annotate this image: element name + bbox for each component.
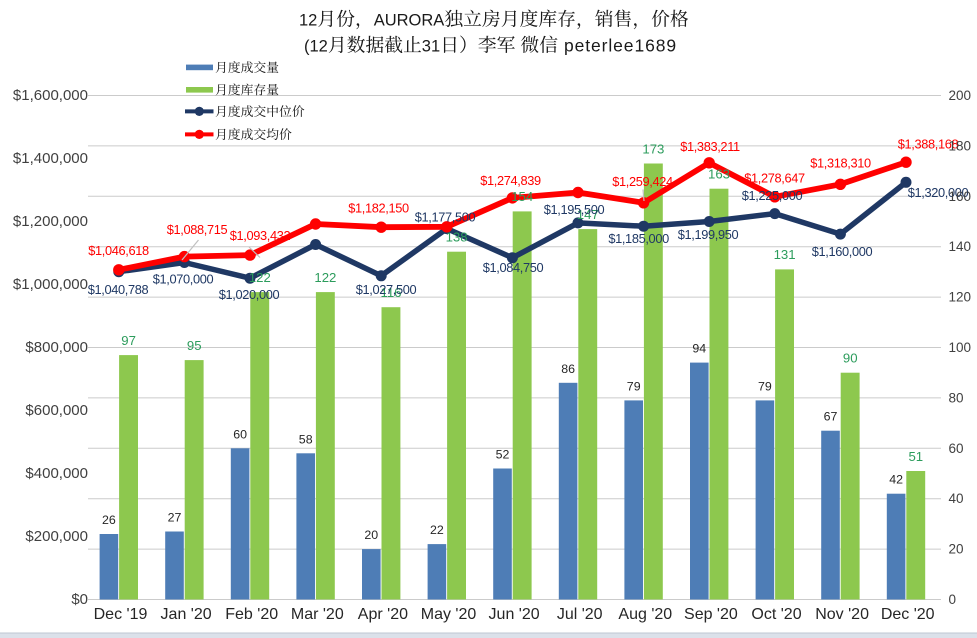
- svg-text:$1,000,000: $1,000,000: [13, 276, 88, 293]
- svg-text:$1,046,618: $1,046,618: [88, 243, 149, 258]
- svg-text:12: 12: [299, 12, 317, 30]
- svg-text:51: 51: [908, 449, 923, 464]
- svg-text:$1,318,310: $1,318,310: [810, 156, 871, 171]
- svg-text:160: 160: [949, 189, 972, 204]
- svg-text:140: 140: [949, 239, 972, 254]
- svg-text:Dec '20: Dec '20: [881, 606, 935, 623]
- svg-text:$1,070,000: $1,070,000: [153, 272, 214, 287]
- svg-text:$1,278,647: $1,278,647: [744, 171, 805, 186]
- svg-text:154: 154: [511, 189, 533, 204]
- svg-text:94: 94: [692, 342, 706, 356]
- svg-text:AURORA: AURORA: [374, 12, 445, 30]
- svg-text:26: 26: [102, 513, 116, 527]
- svg-text:$1,600,000: $1,600,000: [13, 87, 88, 104]
- svg-text:138: 138: [446, 230, 468, 245]
- svg-text:$0: $0: [71, 591, 88, 608]
- svg-text:Jul '20: Jul '20: [557, 606, 603, 623]
- svg-text:$1,027,500: $1,027,500: [356, 282, 417, 297]
- svg-text:Apr '20: Apr '20: [358, 606, 408, 623]
- svg-text:58: 58: [299, 432, 313, 446]
- svg-text:100: 100: [949, 340, 972, 355]
- svg-text:$1,160,000: $1,160,000: [812, 244, 873, 259]
- svg-text:163: 163: [708, 167, 730, 182]
- svg-text:$1,200,000: $1,200,000: [13, 213, 88, 230]
- svg-text:27: 27: [168, 511, 182, 525]
- svg-text:$1,182,150: $1,182,150: [348, 201, 409, 216]
- svg-text:97: 97: [121, 333, 136, 348]
- svg-text:67: 67: [824, 410, 838, 424]
- svg-text:Feb '20: Feb '20: [225, 606, 278, 623]
- svg-text:20: 20: [364, 528, 378, 542]
- svg-text:$400,000: $400,000: [25, 465, 88, 482]
- svg-text:peterlee1689: peterlee1689: [564, 36, 677, 56]
- svg-text:116: 116: [380, 285, 401, 300]
- svg-text:42: 42: [889, 473, 903, 487]
- svg-text:80: 80: [949, 390, 964, 405]
- svg-text:20: 20: [949, 542, 964, 557]
- svg-text:$800,000: $800,000: [25, 339, 88, 356]
- svg-text:Jan '20: Jan '20: [161, 606, 212, 623]
- svg-text:$1,177,500: $1,177,500: [415, 210, 476, 225]
- svg-text:(12: (12: [304, 38, 328, 56]
- svg-text:$1,320,000: $1,320,000: [908, 185, 969, 200]
- svg-text:Sep '20: Sep '20: [684, 606, 738, 623]
- svg-text:$1,084,750: $1,084,750: [483, 260, 544, 275]
- svg-text:$1,259,424: $1,259,424: [612, 174, 673, 189]
- svg-text:$1,388,168: $1,388,168: [898, 137, 959, 152]
- svg-text:122: 122: [249, 270, 271, 285]
- svg-text:$1,195,500: $1,195,500: [544, 202, 605, 217]
- svg-text:60: 60: [233, 427, 247, 441]
- svg-text:Oct '20: Oct '20: [751, 606, 801, 623]
- svg-text:Jun '20: Jun '20: [489, 606, 540, 623]
- svg-text:Aug '20: Aug '20: [618, 606, 672, 623]
- svg-text:$200,000: $200,000: [25, 528, 88, 545]
- svg-text:79: 79: [627, 379, 641, 393]
- svg-text:$1,088,715: $1,088,715: [167, 222, 228, 237]
- svg-text:147: 147: [577, 207, 599, 222]
- svg-text:0: 0: [949, 592, 957, 607]
- svg-text:May '20: May '20: [421, 606, 477, 623]
- svg-text:Mar '20: Mar '20: [291, 606, 344, 623]
- svg-text:40: 40: [949, 491, 964, 506]
- svg-text:122: 122: [314, 270, 336, 285]
- svg-text:$1,020,000: $1,020,000: [219, 287, 280, 302]
- svg-text:$1,040,788: $1,040,788: [88, 282, 149, 297]
- svg-text:Dec '19: Dec '19: [94, 606, 148, 623]
- svg-text:$1,199,950: $1,199,950: [678, 227, 739, 242]
- svg-text:131: 131: [774, 247, 796, 262]
- svg-text:22: 22: [430, 523, 444, 537]
- svg-text:60: 60: [949, 441, 964, 456]
- svg-text:$1,383,211: $1,383,211: [680, 139, 740, 154]
- svg-text:90: 90: [843, 351, 858, 366]
- svg-text:79: 79: [758, 379, 772, 393]
- svg-text:$1,225,000: $1,225,000: [742, 188, 803, 203]
- svg-text:$1,185,000: $1,185,000: [608, 231, 669, 246]
- svg-text:200: 200: [949, 88, 972, 103]
- svg-text:$600,000: $600,000: [25, 402, 88, 419]
- svg-text:31: 31: [422, 38, 440, 56]
- svg-text:120: 120: [949, 290, 972, 305]
- svg-text:86: 86: [561, 362, 575, 376]
- svg-text:$1,093,432: $1,093,432: [230, 228, 291, 243]
- svg-text:180: 180: [949, 138, 972, 153]
- svg-text:52: 52: [496, 448, 510, 462]
- svg-text:$1,274,839: $1,274,839: [480, 173, 541, 188]
- svg-text:173: 173: [642, 141, 664, 156]
- svg-text:$1,400,000: $1,400,000: [13, 150, 88, 167]
- svg-text:95: 95: [187, 338, 202, 353]
- svg-text:Nov '20: Nov '20: [815, 606, 869, 623]
